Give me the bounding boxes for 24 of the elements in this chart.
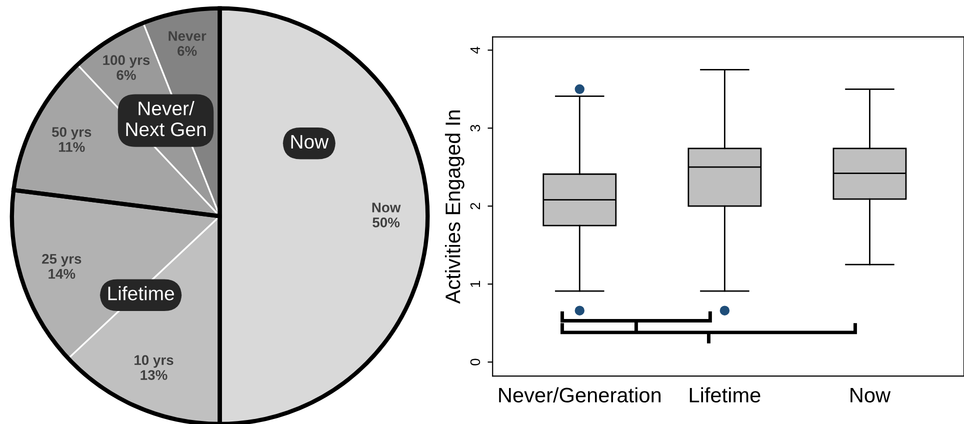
y-tick-label: 1 xyxy=(470,280,480,287)
data-label: 50% xyxy=(372,218,400,228)
y-tick-label: 3 xyxy=(470,124,480,132)
slice-label: 50 yrs xyxy=(52,127,92,140)
slice-label: 25 yrs xyxy=(42,254,82,267)
data-label: 6% xyxy=(178,46,197,56)
y-tick-label: 2 xyxy=(470,202,480,210)
x-tick-label: Now xyxy=(850,388,891,402)
slice-label: 100 yrs xyxy=(103,55,150,68)
y-axis-title: Activities Engaged In xyxy=(444,110,464,304)
x-tick-label: Lifetime xyxy=(690,387,760,402)
text: Now xyxy=(291,135,329,149)
slice-label: Now xyxy=(372,202,401,212)
data-label: 13% xyxy=(140,370,168,380)
data-label: 11% xyxy=(59,142,85,152)
text: Never/ Next Gen xyxy=(126,101,206,136)
slice-label: 10 yrs xyxy=(134,355,174,368)
slice-label: Never xyxy=(168,31,206,41)
data-label: 14% xyxy=(48,268,76,279)
data-label: 6% xyxy=(116,70,136,80)
y-tick-label: 4 xyxy=(470,46,480,54)
text: Lifetime xyxy=(108,286,174,300)
x-tick-label: Never/Generation xyxy=(499,387,661,402)
y-tick-label: 0 xyxy=(470,358,480,366)
